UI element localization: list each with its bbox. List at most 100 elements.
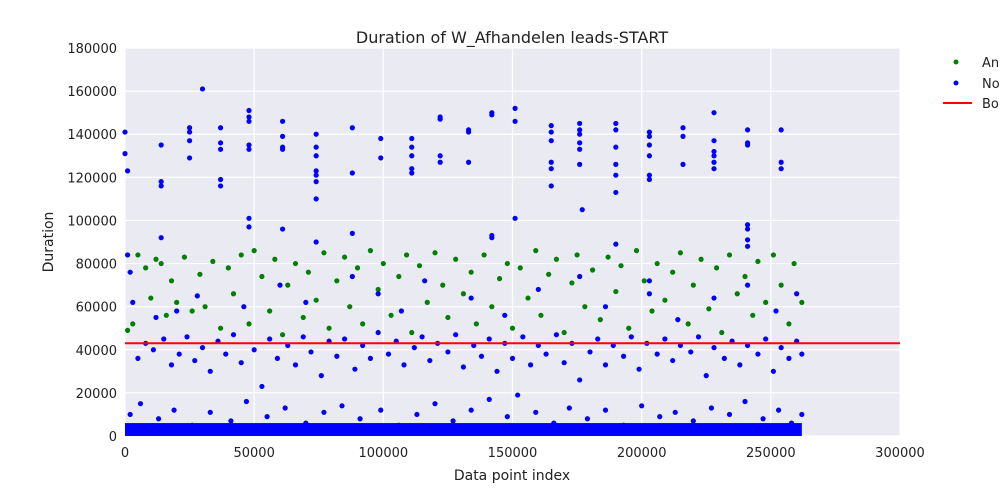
data-point <box>566 405 572 411</box>
data-point <box>143 265 149 271</box>
data-point <box>509 355 516 361</box>
data-point <box>602 407 609 413</box>
data-point <box>646 172 653 178</box>
y-tick-label: 40000 <box>76 344 117 359</box>
data-point <box>525 295 531 301</box>
data-point <box>636 366 642 372</box>
data-point <box>127 269 133 275</box>
data-point <box>711 138 717 144</box>
data-point <box>285 282 291 288</box>
data-point <box>770 368 777 374</box>
data-point <box>579 207 585 213</box>
data-point <box>478 353 485 359</box>
data-point <box>349 170 355 176</box>
data-point <box>313 131 319 137</box>
data-point <box>217 183 224 189</box>
data-point <box>799 299 805 305</box>
data-point <box>602 362 609 368</box>
x-tick-labels: 0 50000 100000 150000 200000 250000 300000 <box>121 446 925 461</box>
data-point <box>489 235 495 241</box>
data-point <box>744 237 751 243</box>
data-point <box>124 252 131 258</box>
data-point <box>432 250 438 256</box>
data-point <box>279 226 286 232</box>
data-point <box>577 120 583 127</box>
data-point <box>168 278 175 284</box>
data-point <box>553 256 560 262</box>
y-tick-label: 0 <box>109 430 117 445</box>
data-point <box>238 252 244 258</box>
data-point <box>440 282 446 288</box>
data-point <box>786 321 792 327</box>
data-point <box>246 224 252 230</box>
data-point <box>577 377 583 383</box>
data-point <box>512 118 518 124</box>
data-point <box>279 332 286 338</box>
data-point <box>680 133 686 139</box>
data-point <box>207 409 213 415</box>
data-point <box>246 146 252 152</box>
legend: An No Bo <box>943 56 1000 112</box>
x-tick-label: 250000 <box>746 446 796 461</box>
data-point <box>184 334 190 340</box>
y-tick-label: 80000 <box>76 258 117 273</box>
data-point <box>267 308 273 314</box>
data-point <box>721 355 727 361</box>
data-point <box>742 398 748 405</box>
data-point <box>396 422 402 428</box>
data-point <box>339 403 345 409</box>
data-point <box>618 263 624 269</box>
data-point <box>649 308 655 314</box>
data-point <box>509 325 516 331</box>
data-point <box>641 278 647 284</box>
legend-label-series-3: Bo <box>982 97 999 112</box>
data-point <box>403 252 410 258</box>
data-point <box>378 407 384 413</box>
data-point <box>135 355 141 361</box>
dense-point-band <box>125 423 802 436</box>
data-point <box>279 133 286 139</box>
x-tick-label: 300000 <box>875 446 925 461</box>
data-point <box>313 179 319 185</box>
data-point <box>411 345 417 351</box>
data-point <box>313 297 319 303</box>
data-point <box>577 146 583 152</box>
data-point <box>582 304 588 310</box>
data-point <box>613 172 619 178</box>
data-point <box>561 360 567 366</box>
data-point <box>186 129 193 135</box>
data-point <box>460 291 467 297</box>
data-point <box>711 345 717 351</box>
data-point <box>427 357 433 364</box>
data-point <box>174 299 180 305</box>
data-point <box>711 295 717 301</box>
data-point <box>217 325 224 331</box>
data-point <box>613 288 619 295</box>
data-point <box>210 258 216 264</box>
data-point <box>199 86 206 92</box>
data-point <box>473 321 479 327</box>
data-point <box>465 129 472 135</box>
data-point <box>515 392 521 398</box>
data-point <box>533 248 539 254</box>
data-point <box>367 248 374 254</box>
data-point <box>662 336 668 342</box>
data-point <box>460 364 467 370</box>
data-point <box>584 416 591 422</box>
data-point <box>695 334 702 340</box>
data-point <box>760 416 766 422</box>
data-point <box>512 215 518 221</box>
data-point <box>706 306 712 312</box>
data-point <box>662 297 668 303</box>
data-point <box>422 278 428 284</box>
data-point <box>251 248 257 254</box>
data-point <box>548 138 554 144</box>
data-point <box>217 125 224 131</box>
data-point <box>468 269 474 275</box>
data-point <box>577 273 583 280</box>
data-point <box>799 351 805 357</box>
data-point <box>251 347 257 353</box>
data-point <box>360 321 366 327</box>
data-point <box>388 312 394 318</box>
